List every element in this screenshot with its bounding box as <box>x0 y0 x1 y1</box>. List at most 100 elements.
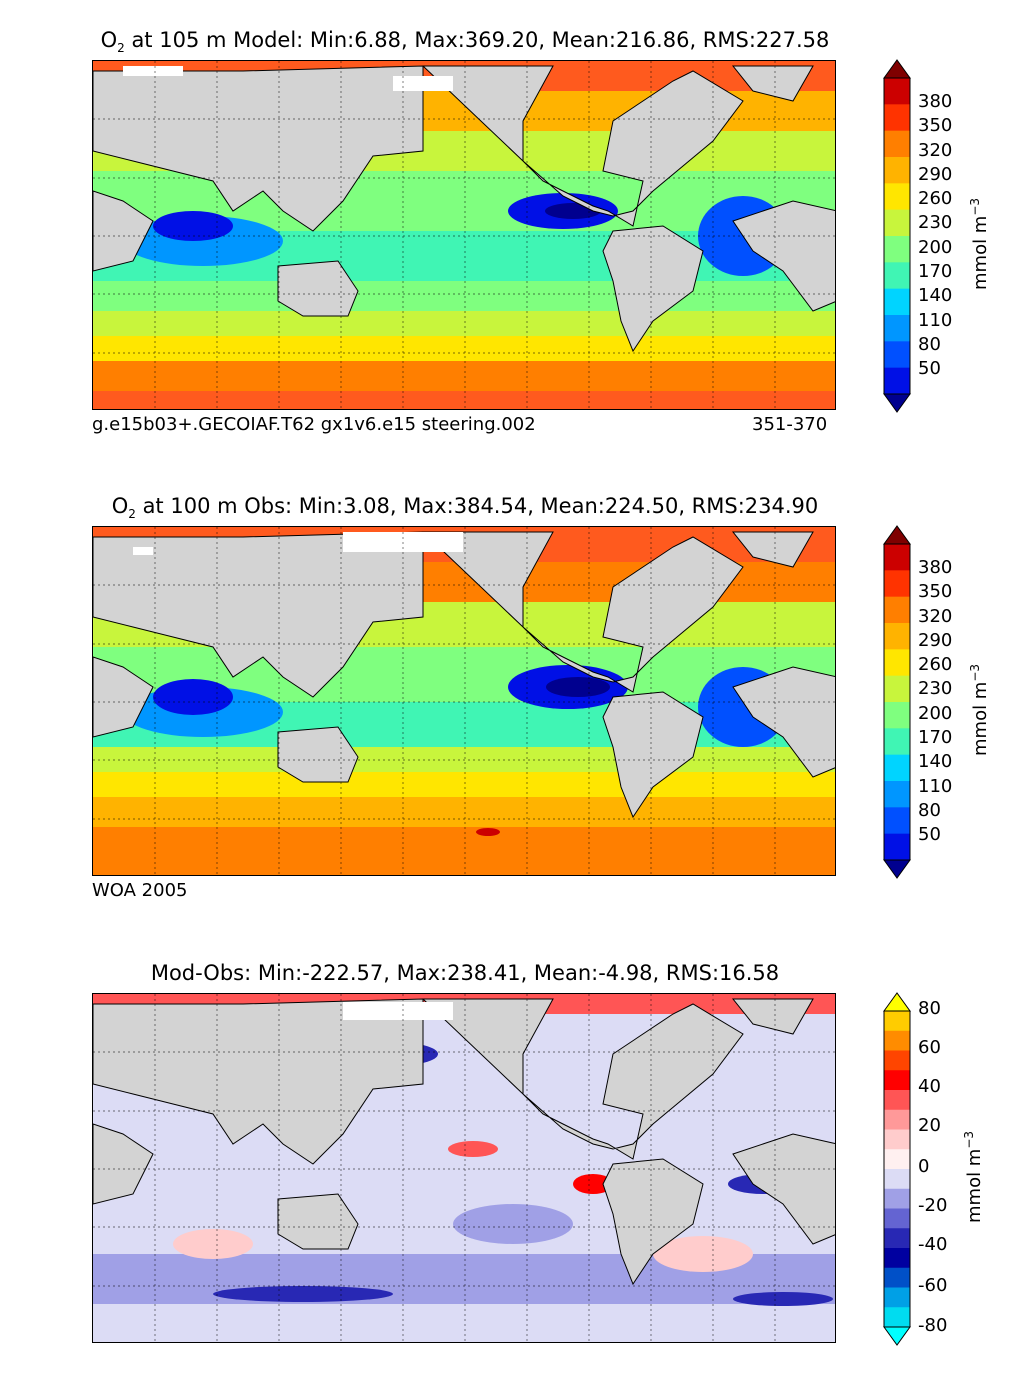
tick-label: 110 <box>918 310 953 331</box>
colorbar-extend-min <box>883 1326 911 1346</box>
panel-title: O2 at 105 m Model: Min:6.88, Max:369.20,… <box>100 28 830 56</box>
colorbar-segment <box>884 1228 910 1249</box>
colorbar-segment <box>884 544 910 571</box>
diff-map <box>92 993 836 1343</box>
model-panel: O2 at 105 m Model: Min:6.88, Max:369.20,… <box>0 0 1020 460</box>
colorbar-segment <box>884 1090 910 1111</box>
tick-label: 50 <box>918 824 941 845</box>
tick-label: 110 <box>918 776 953 797</box>
tick-label: 0 <box>918 1156 930 1177</box>
colorbar-segment <box>884 1287 910 1308</box>
colorbar-segment <box>884 367 910 395</box>
colorbar-segment <box>884 1030 910 1051</box>
colorbar-segment <box>884 104 910 132</box>
colorbar <box>883 525 911 879</box>
colorbar-segment <box>884 754 910 782</box>
model-map <box>92 60 836 410</box>
colorbar-segment <box>884 288 910 316</box>
colorbar-segment <box>884 1070 910 1091</box>
colorbar-segment <box>884 183 910 211</box>
tick-label: 140 <box>918 285 953 306</box>
tick-label: 380 <box>918 557 953 578</box>
tick-label: -80 <box>918 1315 948 1336</box>
tick-label: 260 <box>918 654 953 675</box>
tick-label: 80 <box>918 334 941 355</box>
tick-label: -40 <box>918 1234 948 1255</box>
tick-label: 320 <box>918 606 953 627</box>
tick-label: -60 <box>918 1275 948 1296</box>
colorbar-segment <box>884 675 910 703</box>
colorbar-extend-min <box>883 859 911 879</box>
tick-label: 200 <box>918 237 953 258</box>
tick-label: 230 <box>918 678 953 699</box>
tick-label: 380 <box>918 91 953 112</box>
colorbar-segment <box>884 262 910 290</box>
tick-label: 170 <box>918 261 953 282</box>
tick-label: 230 <box>918 212 953 233</box>
tick-label: 350 <box>918 115 953 136</box>
colorbar-frame <box>883 543 911 861</box>
tick-label: 320 <box>918 140 953 161</box>
map-canvas <box>93 527 835 875</box>
tick-label: 50 <box>918 358 941 379</box>
tick-label: 40 <box>918 1076 941 1097</box>
diff-panel: Mod-Obs: Min:-222.57, Max:238.41, Mean:-… <box>0 933 1020 1374</box>
colorbar-segment <box>884 1307 910 1328</box>
map-canvas <box>93 994 835 1342</box>
colorbar-segment <box>884 236 910 263</box>
tick-label: 140 <box>918 751 953 772</box>
colorbar <box>883 992 911 1346</box>
colorbar-segment <box>884 596 910 624</box>
colorbar-segment <box>884 209 910 237</box>
tick-label: -20 <box>918 1195 948 1216</box>
colorbar-segment <box>884 1169 910 1190</box>
panel-title: Mod-Obs: Min:-222.57, Max:238.41, Mean:-… <box>150 961 780 985</box>
colorbar-frame <box>883 1010 911 1328</box>
colorbar-segment <box>884 1050 910 1071</box>
colorbar-segment <box>884 1109 910 1130</box>
colorbar-segment <box>884 833 910 861</box>
colorbar-segment <box>884 1011 910 1032</box>
tick-label: 200 <box>918 703 953 724</box>
colorbar-segment <box>884 702 910 729</box>
colorbar-extend-max <box>883 525 911 545</box>
colorbar-segment <box>884 78 910 105</box>
obs-map <box>92 526 836 876</box>
tick-label: 80 <box>918 998 941 1019</box>
colorbar-segment <box>884 341 910 369</box>
colorbar-segment <box>884 570 910 598</box>
colorbar-segment <box>884 130 910 158</box>
colorbar-extend-min <box>883 393 911 413</box>
tick-label: 170 <box>918 727 953 748</box>
tick-label: 290 <box>918 630 953 651</box>
run-name: g.e15b03+.GECOIAF.T62 gx1v6.e15 steering… <box>92 414 536 435</box>
colorbar-segment <box>884 1208 910 1229</box>
colorbar-segment <box>884 1267 910 1288</box>
tick-label: 60 <box>918 1037 941 1058</box>
colorbar-segment <box>884 1248 910 1269</box>
tick-label: 350 <box>918 581 953 602</box>
unit-label: mmol m−3 <box>968 197 991 290</box>
colorbar-segment <box>884 1129 910 1150</box>
colorbar-segment <box>884 807 910 835</box>
tick-label: 260 <box>918 188 953 209</box>
unit-label: mmol m−3 <box>962 1130 985 1223</box>
colorbar-segment <box>884 728 910 756</box>
dataset-label: WOA 2005 <box>92 880 188 901</box>
year-range: 351-370 <box>752 414 828 435</box>
unit-label: mmol m−3 <box>968 663 991 756</box>
obs-panel: O2 at 100 m Obs: Min:3.08, Max:384.54, M… <box>0 466 1020 926</box>
colorbar-segment <box>884 315 910 342</box>
colorbar <box>883 59 911 413</box>
tick-label: 80 <box>918 800 941 821</box>
colorbar-segment <box>884 649 910 677</box>
colorbar-extend-max <box>883 992 911 1012</box>
tick-label: 20 <box>918 1115 941 1136</box>
tick-label: 290 <box>918 164 953 185</box>
colorbar-extend-max <box>883 59 911 79</box>
colorbar-segment <box>884 623 910 650</box>
colorbar-segment <box>884 1149 910 1170</box>
colorbar-segment <box>884 781 910 808</box>
colorbar-segment <box>884 157 910 184</box>
map-canvas <box>93 61 835 409</box>
